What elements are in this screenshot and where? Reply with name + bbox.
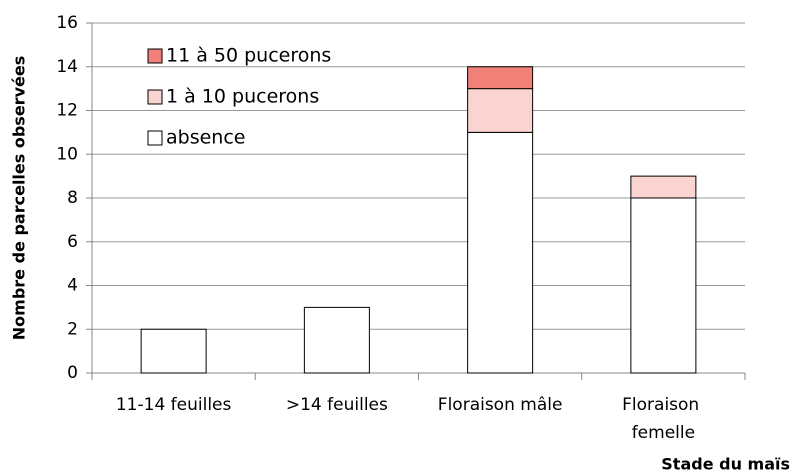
bar-segment [467, 131, 534, 374]
bar-segment [630, 175, 697, 199]
y-tick-label: 8 [67, 188, 78, 208]
x-axis-label: Stade du maïs [661, 455, 790, 474]
y-tick-label: 6 [67, 232, 78, 252]
bar-segment [467, 88, 534, 133]
y-axis-label: Nombre de parcelles observées [10, 56, 29, 340]
y-tick-label: 12 [56, 101, 78, 121]
legend-swatch [147, 130, 163, 146]
x-tick-label: Floraison mâle [438, 395, 563, 415]
legend-label: 11 à 50 pucerons [166, 45, 331, 67]
y-tick-label: 16 [56, 13, 78, 33]
bar-segment [140, 328, 207, 374]
y-tick-label: 14 [56, 57, 78, 77]
legend-label: absence [166, 127, 245, 149]
legend-label: 1 à 10 pucerons [166, 86, 319, 108]
bar-segment [303, 306, 370, 374]
legend-swatch [147, 48, 163, 64]
y-tick-label: 2 [67, 319, 78, 339]
legend-swatch [147, 89, 163, 105]
y-tick-label: 4 [67, 276, 78, 296]
y-tick-label: 0 [67, 363, 78, 383]
bar-segment [630, 197, 697, 374]
x-tick-label: >14 feuilles [286, 395, 388, 415]
bar-segment [467, 66, 534, 90]
x-tick-label: 11-14 feuilles [116, 395, 232, 415]
x-tick-label: Floraison femelle [622, 395, 704, 443]
y-tick-label: 10 [56, 144, 78, 164]
